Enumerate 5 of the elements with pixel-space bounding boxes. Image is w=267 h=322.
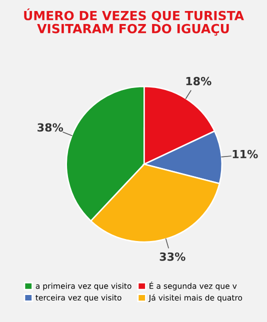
chart-title: ÚMERO DE VEZES QUE TURISTA VISITARAM FOZ DO IGUAÇU [24,8,244,36]
data-label: 38% [38,123,64,132]
data-label: 11% [232,150,258,158]
data-label: 33% [160,252,186,261]
data-label: 18% [186,76,212,86]
